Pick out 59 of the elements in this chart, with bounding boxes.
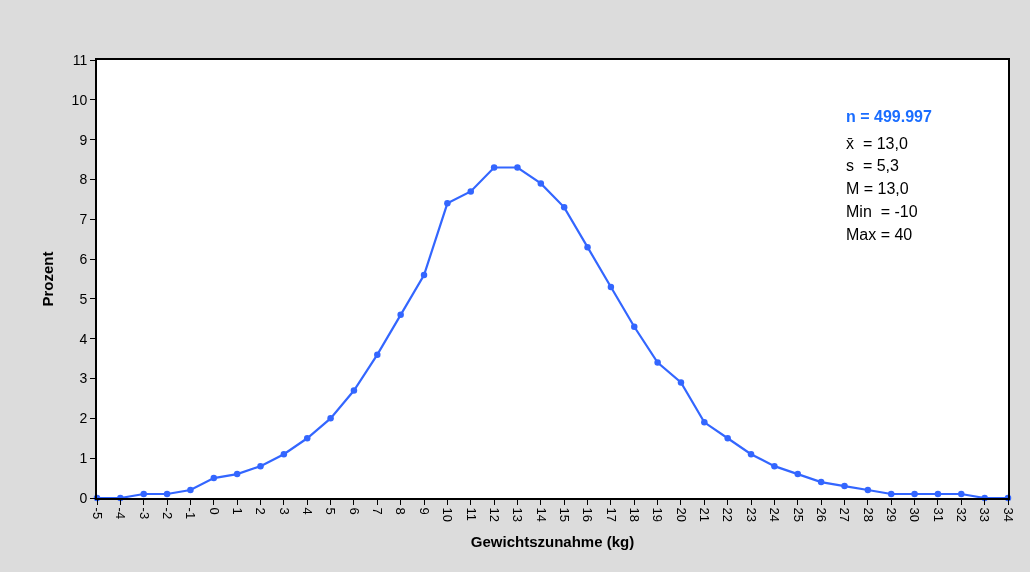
x-tick-label: 2 — [253, 507, 269, 515]
x-tick-label: 30 — [907, 507, 923, 523]
x-tick-label: 15 — [556, 507, 572, 523]
y-tick-label: 1 — [79, 450, 88, 467]
x-tick-label: 3 — [276, 507, 292, 515]
x-tick-label: 34 — [1000, 507, 1016, 523]
x-tick-label: -5 — [89, 507, 105, 520]
x-tick-label: 17 — [603, 507, 619, 523]
x-tick-label: 14 — [533, 507, 549, 523]
y-tick-label: 8 — [79, 171, 88, 188]
x-tick-label: 5 — [323, 507, 339, 515]
annotation: Min = -10 — [846, 203, 918, 220]
x-axis-title: Gewichtszunahme (kg) — [470, 532, 635, 550]
x-tick-label: 10 — [440, 507, 456, 523]
y-tick-label: 11 — [72, 51, 88, 68]
x-tick-label: 22 — [720, 507, 736, 523]
x-tick-label: 29 — [883, 507, 899, 523]
x-tick-label: 4 — [300, 507, 316, 515]
x-tick-label: 13 — [510, 507, 526, 523]
y-tick-label: 7 — [79, 211, 88, 228]
x-tick-label: 21 — [697, 507, 713, 523]
x-tick-label: 18 — [627, 507, 643, 523]
x-tick-label: -3 — [136, 507, 152, 520]
y-tick-label: 5 — [79, 290, 88, 307]
y-tick-label: 9 — [79, 131, 88, 148]
y-tick-label: 6 — [79, 250, 88, 267]
y-tick-label: 10 — [71, 91, 88, 108]
x-tick-label: 26 — [813, 507, 829, 523]
x-tick-label: 20 — [673, 507, 689, 523]
x-tick-label: 1 — [229, 507, 245, 515]
y-tick-label: 2 — [79, 410, 88, 427]
y-tick-label: 3 — [79, 370, 88, 387]
y-tick-label: 4 — [79, 330, 88, 347]
x-tick-label: 27 — [837, 507, 853, 523]
annotation: n = 499.997 — [846, 108, 932, 125]
x-tick-label: 25 — [790, 507, 806, 523]
x-tick-label: -1 — [183, 507, 199, 520]
x-tick-label: 33 — [977, 507, 993, 523]
x-tick-label: 28 — [860, 507, 876, 523]
x-tick-label: 0 — [206, 507, 222, 515]
x-tick-label: 32 — [954, 507, 970, 523]
x-tick-label: 9 — [416, 507, 432, 515]
x-tick-label: 8 — [393, 507, 409, 515]
annotation: Max = 40 — [846, 226, 913, 243]
x-tick-label: 12 — [486, 507, 502, 523]
x-tick-label: 31 — [930, 507, 946, 523]
annotation: s = 5,3 — [846, 157, 900, 174]
x-tick-label: 19 — [650, 507, 666, 523]
annotation: M = 13,0 — [846, 180, 909, 197]
x-tick-label: 16 — [580, 507, 596, 523]
x-tick-label: 7 — [370, 507, 386, 515]
x-tick-label: 24 — [767, 507, 783, 523]
x-tick-label: -2 — [159, 507, 175, 520]
annotation: x̄ = 13,0 — [846, 135, 908, 152]
y-axis-title: Prozent — [39, 251, 57, 307]
x-tick-label: 11 — [463, 507, 479, 522]
x-tick-label: -4 — [113, 507, 129, 520]
x-tick-label: 6 — [346, 507, 362, 515]
x-tick-label: 23 — [743, 507, 759, 523]
